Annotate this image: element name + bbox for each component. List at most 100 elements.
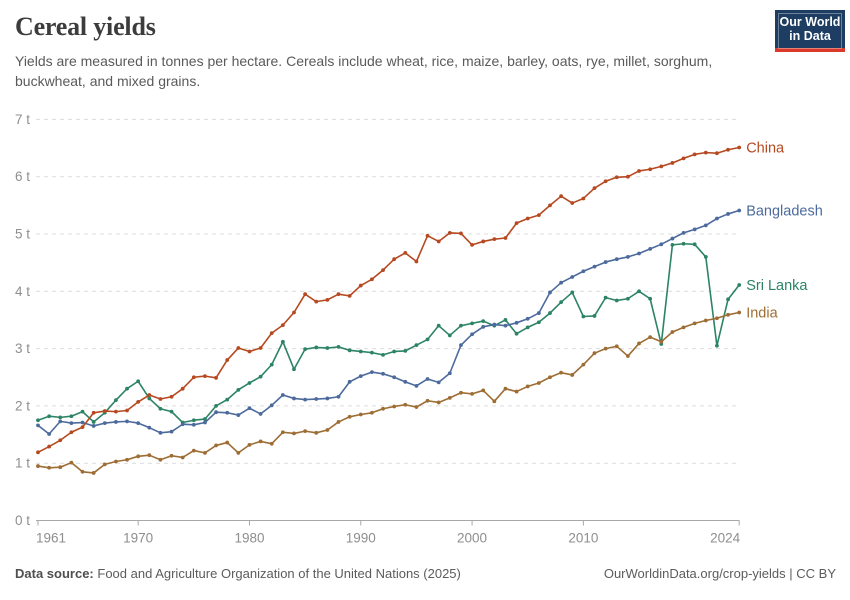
data-point[interactable] (69, 421, 74, 425)
data-point[interactable] (158, 406, 163, 411)
data-point[interactable] (314, 430, 319, 435)
data-point[interactable] (114, 409, 118, 414)
data-point[interactable] (80, 420, 85, 425)
data-point[interactable] (303, 292, 308, 297)
data-point[interactable] (581, 196, 586, 201)
data-point[interactable] (136, 421, 141, 425)
data-point[interactable] (80, 409, 85, 414)
data-point[interactable] (681, 230, 686, 235)
data-point[interactable] (125, 386, 129, 391)
data-point[interactable] (670, 242, 675, 247)
data-point[interactable] (214, 443, 218, 448)
data-point[interactable] (436, 239, 441, 244)
data-point[interactable] (370, 370, 374, 374)
data-point[interactable] (570, 201, 575, 205)
data-point[interactable] (114, 398, 118, 403)
data-point[interactable] (314, 397, 319, 401)
data-point[interactable] (392, 404, 397, 409)
data-point[interactable] (637, 251, 641, 256)
data-point[interactable] (648, 296, 653, 301)
data-point[interactable] (47, 465, 52, 470)
data-point[interactable] (203, 420, 207, 425)
data-point[interactable] (737, 208, 742, 213)
data-point[interactable] (603, 295, 608, 300)
data-point[interactable] (470, 332, 474, 337)
data-point[interactable] (336, 420, 341, 424)
data-point[interactable] (536, 213, 541, 217)
data-point[interactable] (715, 316, 719, 321)
data-point[interactable] (69, 460, 74, 465)
data-point[interactable] (481, 239, 486, 244)
data-point[interactable] (425, 377, 430, 381)
series-line-india[interactable] (37, 311, 740, 474)
data-point[interactable] (703, 150, 708, 155)
data-point[interactable] (102, 462, 107, 467)
data-point[interactable] (269, 441, 274, 446)
data-point[interactable] (425, 337, 430, 342)
data-point[interactable] (292, 367, 296, 372)
data-point[interactable] (481, 324, 486, 329)
data-point[interactable] (236, 450, 241, 455)
data-point[interactable] (292, 310, 296, 315)
data-point[interactable] (269, 403, 274, 408)
data-point[interactable] (436, 400, 441, 405)
data-point[interactable] (203, 374, 207, 379)
data-point[interactable] (548, 290, 552, 295)
data-point[interactable] (670, 236, 675, 241)
data-point[interactable] (570, 373, 575, 377)
data-point[interactable] (703, 223, 708, 228)
data-point[interactable] (169, 453, 174, 458)
data-point[interactable] (147, 453, 152, 458)
data-point[interactable] (36, 450, 40, 455)
data-point[interactable] (58, 465, 63, 470)
data-point[interactable] (392, 375, 397, 380)
data-point[interactable] (236, 387, 241, 392)
data-point[interactable] (648, 246, 653, 251)
data-point[interactable] (236, 346, 241, 350)
data-point[interactable] (425, 398, 430, 403)
data-point[interactable] (191, 422, 196, 427)
data-point[interactable] (358, 283, 363, 288)
data-point[interactable] (548, 375, 552, 380)
data-point[interactable] (625, 296, 630, 301)
data-point[interactable] (325, 396, 330, 401)
data-point[interactable] (381, 371, 385, 376)
data-point[interactable] (470, 242, 474, 247)
data-point[interactable] (514, 320, 519, 325)
data-point[interactable] (525, 384, 530, 389)
data-point[interactable] (715, 151, 719, 156)
data-point[interactable] (80, 469, 85, 474)
data-point[interactable] (392, 257, 397, 262)
data-point[interactable] (625, 174, 630, 179)
data-point[interactable] (425, 233, 430, 238)
data-point[interactable] (447, 333, 452, 338)
data-point[interactable] (715, 343, 719, 348)
data-point[interactable] (459, 323, 463, 328)
data-point[interactable] (503, 386, 508, 391)
data-point[interactable] (381, 268, 385, 272)
data-point[interactable] (737, 310, 742, 315)
data-point[interactable] (536, 311, 541, 315)
data-point[interactable] (347, 414, 352, 419)
data-point[interactable] (592, 186, 597, 191)
data-point[interactable] (525, 316, 530, 321)
data-point[interactable] (247, 406, 252, 411)
data-point[interactable] (269, 362, 274, 367)
data-point[interactable] (258, 346, 263, 350)
data-point[interactable] (225, 397, 230, 402)
data-point[interactable] (459, 390, 463, 395)
data-point[interactable] (659, 242, 664, 247)
license-link[interactable]: OurWorldinData.org/crop-yields | CC BY (603, 566, 836, 581)
data-point[interactable] (637, 289, 641, 294)
data-point[interactable] (670, 330, 675, 334)
data-point[interactable] (214, 410, 218, 415)
data-point[interactable] (726, 297, 730, 302)
data-point[interactable] (280, 430, 285, 435)
data-point[interactable] (481, 319, 486, 323)
data-point[interactable] (581, 269, 586, 274)
data-point[interactable] (80, 425, 85, 430)
data-point[interactable] (392, 349, 397, 354)
data-point[interactable] (180, 455, 185, 460)
data-point[interactable] (592, 351, 597, 356)
data-point[interactable] (169, 394, 174, 399)
